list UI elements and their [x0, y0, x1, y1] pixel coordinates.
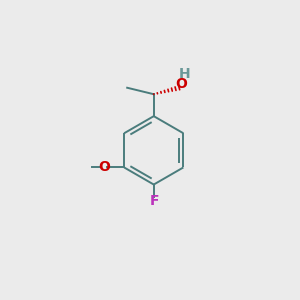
- Text: O: O: [176, 76, 188, 91]
- Text: H: H: [178, 67, 190, 81]
- Text: O: O: [98, 160, 110, 174]
- Text: F: F: [149, 194, 159, 208]
